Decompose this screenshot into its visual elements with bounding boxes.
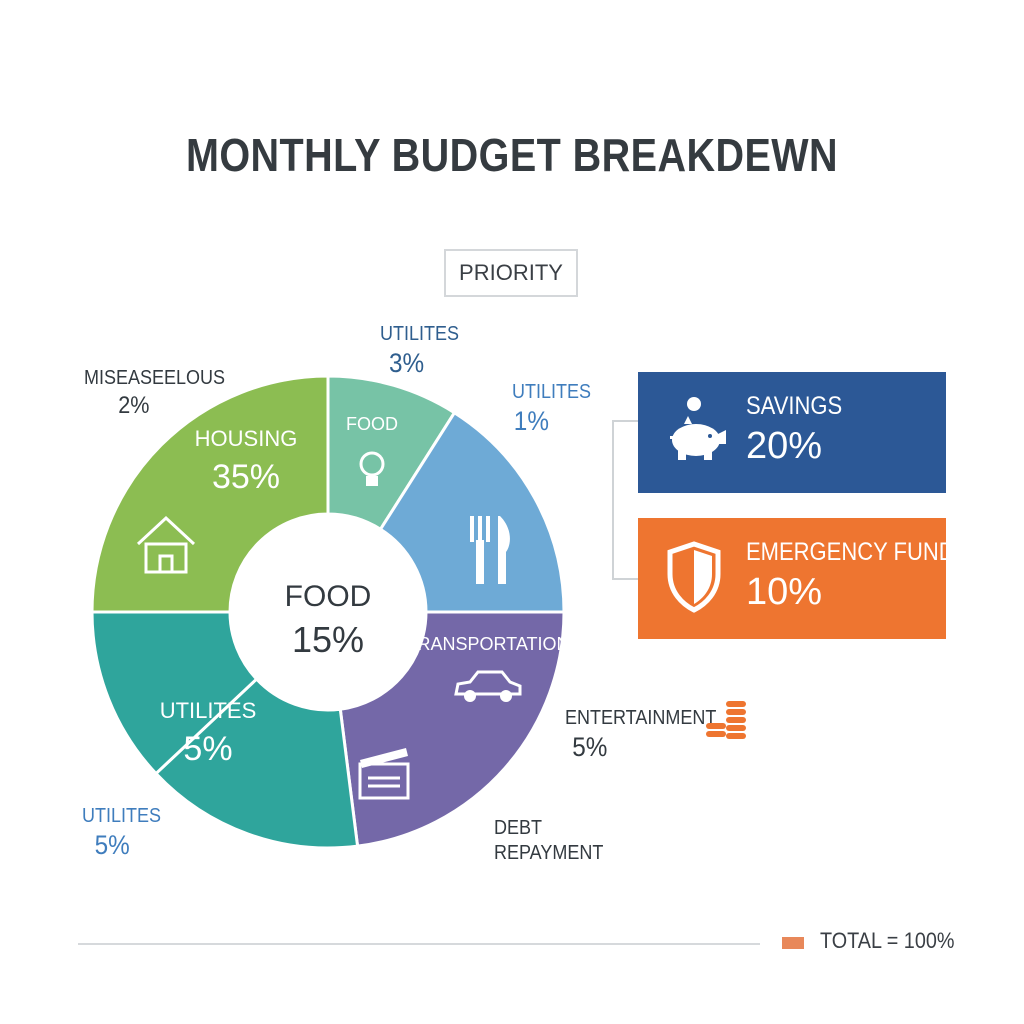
chart-title: MONTHLY BUDGET BREAKDEWN bbox=[185, 129, 839, 181]
slice-value-3: 5% bbox=[183, 730, 232, 768]
emergency-fund-label: EMERGENCY FUND bbox=[746, 538, 955, 566]
label-debt-repayment: DEBT REPAYMENT bbox=[494, 816, 603, 866]
label-utilities-bottom: UTILITES 5% bbox=[82, 804, 161, 863]
label-utilities-right: UTILITES 1% bbox=[512, 380, 591, 439]
savings-card: SAVINGS 20% bbox=[638, 372, 946, 493]
label-utilities-right-name: UTILITES bbox=[512, 381, 592, 403]
priority-button[interactable]: PRIORITY bbox=[444, 249, 578, 297]
coins-icon bbox=[706, 701, 746, 739]
label-utilities-top-value: 3% bbox=[389, 348, 425, 378]
label-entertainment-value: 5% bbox=[572, 732, 608, 762]
label-misc-value: 2% bbox=[118, 392, 150, 419]
label-utilities-right-value: 1% bbox=[513, 406, 549, 436]
label-utilities-top: UTILITES 3% bbox=[380, 322, 459, 381]
center-value: 15% bbox=[292, 619, 364, 660]
clapperboard-icon bbox=[358, 748, 410, 800]
footer-divider bbox=[78, 943, 760, 945]
fork-knife-icon bbox=[470, 516, 510, 584]
total-label: TOTAL = 100% bbox=[820, 928, 955, 953]
car-icon bbox=[454, 670, 522, 702]
label-utilities-top-name: UTILITES bbox=[380, 323, 460, 345]
piggy-bank-icon bbox=[670, 397, 726, 460]
shield-icon bbox=[667, 541, 721, 613]
label-entertainment: ENTERTAINMENT 5% bbox=[565, 706, 716, 765]
total-swatch bbox=[782, 937, 804, 949]
label-misc: MISEASEELOUS 2% bbox=[84, 366, 225, 421]
lightbulb-icon bbox=[359, 451, 385, 486]
house-icon bbox=[136, 515, 196, 574]
cards-connector bbox=[612, 420, 638, 580]
slice-label-2: TRANSPORTATION bbox=[406, 634, 569, 654]
slice-value-5: 35% bbox=[212, 458, 280, 496]
label-utilities-bottom-value: 5% bbox=[94, 830, 130, 860]
label-entertainment-name: ENTERTAINMENT bbox=[565, 707, 717, 729]
center-label: FOOD bbox=[285, 580, 372, 613]
slice-label-3: UTILITES bbox=[160, 698, 257, 723]
pie-center bbox=[230, 514, 426, 710]
label-misc-name: MISEASEELOUS bbox=[84, 367, 226, 389]
slice-label-5: HOUSING bbox=[195, 426, 298, 451]
emergency-fund-card: EMERGENCY FUND 10% bbox=[638, 518, 955, 639]
slice-label-0: FOOD bbox=[346, 414, 398, 434]
savings-value: 20% bbox=[746, 425, 823, 467]
label-debt-repayment-name: DEBT REPAYMENT bbox=[494, 817, 604, 864]
savings-label: SAVINGS bbox=[746, 392, 843, 420]
emergency-fund-value: 10% bbox=[746, 571, 823, 613]
label-utilities-bottom-name: UTILITES bbox=[82, 805, 162, 827]
